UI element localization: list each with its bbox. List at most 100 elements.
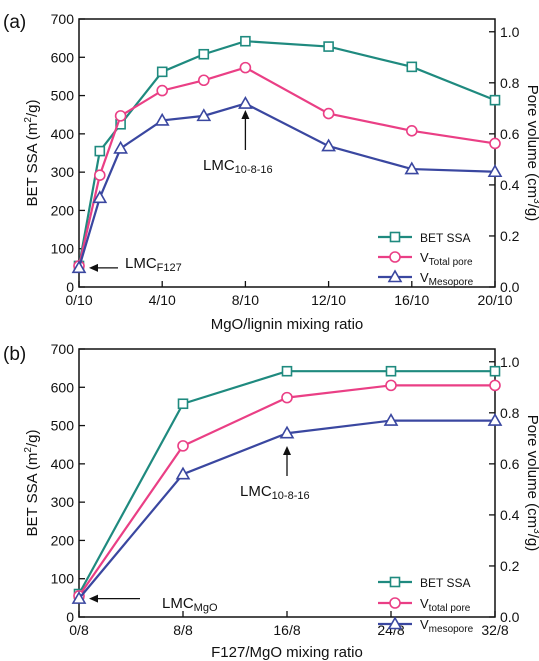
annotation-arrowhead [89, 263, 98, 272]
y-left-tick-label: 500 [51, 88, 75, 104]
data-point [114, 110, 127, 122]
y-right-tick-label: 1.0 [500, 354, 520, 370]
data-point [281, 391, 293, 404]
annotation-label: LMC10-8-16 [240, 483, 310, 502]
y-left-tick-label: 200 [51, 202, 75, 218]
data-point [404, 161, 420, 175]
y-left-tick-label: 600 [51, 379, 75, 395]
data-point [489, 379, 501, 392]
data-point [198, 48, 210, 60]
data-point [175, 466, 191, 480]
data-point [156, 66, 168, 78]
y-left-tick-label: 0 [66, 279, 74, 295]
data-point [321, 138, 336, 152]
legend-label: BET SSA [420, 576, 470, 590]
y-right-axis-title: Pore volume (cm3/g) [524, 415, 539, 551]
data-point [406, 61, 418, 73]
y-left-axis-title: BET SSA (m2/g) [23, 430, 41, 537]
data-point [154, 112, 170, 126]
y-left-tick-label: 200 [51, 532, 75, 548]
data-point [487, 164, 503, 178]
x-tick-label: 8/10 [232, 292, 259, 308]
data-point [177, 440, 189, 452]
data-point [487, 412, 503, 426]
annotation-arrowhead [89, 594, 98, 603]
x-tick-label: 20/10 [477, 292, 512, 308]
data-point [281, 365, 293, 377]
plot-frame [78, 18, 496, 288]
data-point [238, 95, 253, 109]
y-right-tick-label: 0.2 [500, 558, 520, 574]
legend-swatch-marker [389, 597, 401, 609]
data-point [489, 365, 501, 377]
y-left-tick-label: 100 [51, 241, 75, 257]
panel-label: (b) [3, 344, 26, 365]
data-point [489, 137, 501, 150]
x-tick-label: 16/8 [273, 622, 300, 638]
y-left-tick-label: 700 [51, 11, 75, 27]
data-point [94, 145, 106, 157]
data-point [322, 107, 335, 120]
data-point [323, 41, 334, 52]
x-tick-label: 4/10 [149, 292, 176, 308]
panel-a: (a) 0 100 200 300 400 500 600 700 0.0 0.2 0.4 0.6 0.8… [3, 11, 539, 333]
y-left-tick-label: 100 [51, 571, 75, 587]
y-right-tick-label: 0.0 [500, 279, 520, 295]
data-point [177, 398, 189, 410]
annotation-label: LMCMgO [162, 595, 218, 614]
y-left-tick-label: 700 [51, 341, 75, 357]
data-point [383, 412, 399, 426]
x-tick-label: 8/8 [173, 622, 193, 638]
data-point [279, 425, 295, 439]
y-right-tick-label: 0.8 [500, 75, 520, 91]
data-point [489, 94, 501, 106]
y-left-tick-label: 500 [51, 418, 75, 434]
legend-swatch-marker [389, 231, 401, 243]
x-tick-label: 32/8 [481, 622, 508, 638]
x-axis-title: F127/MgO mixing ratio [211, 644, 363, 661]
y-left-tick-label: 400 [51, 126, 75, 142]
legend-label: BET SSA [420, 231, 470, 245]
legend-label: Vmesopore [420, 617, 474, 635]
data-point [239, 61, 252, 74]
data-point [196, 108, 212, 122]
legend-swatch-marker [387, 616, 403, 630]
y-right-tick-label: 0.6 [500, 456, 520, 472]
y-left-tick-label: 600 [51, 49, 75, 65]
x-tick-label: 0/10 [65, 292, 92, 308]
y-right-tick-label: 0.4 [500, 177, 520, 193]
data-point [71, 260, 87, 274]
data-point [240, 35, 251, 47]
annotation-label: LMC10-8-16 [203, 157, 273, 176]
x-tick-label: 0/8 [69, 622, 89, 638]
y-left-tick-label: 300 [51, 494, 75, 510]
x-tick-label: 16/10 [394, 292, 429, 308]
data-point [156, 84, 168, 97]
annotation-arrowhead [241, 110, 250, 119]
x-tick-label: 12/10 [311, 292, 346, 308]
data-point [92, 190, 108, 204]
legend-swatch-marker [389, 251, 401, 263]
y-left-tick-label: 400 [51, 456, 75, 472]
y-right-tick-label: 1.0 [500, 24, 520, 40]
panel-b: (b) 0 100 200 300 400 500 600 700 0.0 0.2 0.4 0.6 0.8… [3, 341, 539, 661]
data-point [385, 365, 397, 377]
legend-label: VMesopore [420, 270, 474, 288]
legend-swatch-marker [389, 576, 401, 588]
data-point [405, 124, 418, 137]
data-point [385, 379, 397, 392]
y-left-tick-label: 300 [51, 164, 75, 180]
panel-label: (a) [3, 12, 26, 33]
data-point [113, 140, 128, 154]
y-left-tick-label: 0 [66, 609, 74, 625]
y-right-tick-label: 0.4 [500, 507, 520, 523]
y-right-tick-label: 0.2 [500, 228, 520, 244]
legend-swatch-marker [387, 269, 403, 283]
y-left-axis-title: BET SSA (m2/g) [23, 100, 41, 207]
data-point [94, 169, 106, 182]
y-right-tick-label: 0.0 [500, 609, 520, 625]
x-axis-title: MgO/lignin mixing ratio [211, 316, 364, 333]
data-point [198, 74, 210, 87]
data-point [71, 591, 87, 604]
